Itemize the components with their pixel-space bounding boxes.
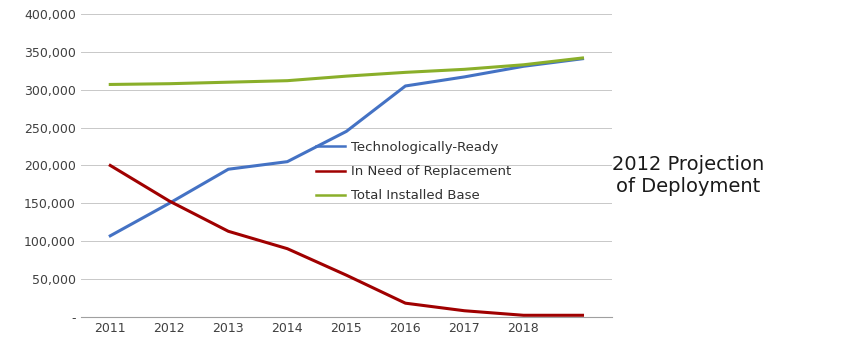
Text: 2012 Projection
of Deployment: 2012 Projection of Deployment — [612, 156, 765, 196]
Legend: Technologically-Ready, In Need of Replacement, Total Installed Base: Technologically-Ready, In Need of Replac… — [310, 136, 517, 208]
